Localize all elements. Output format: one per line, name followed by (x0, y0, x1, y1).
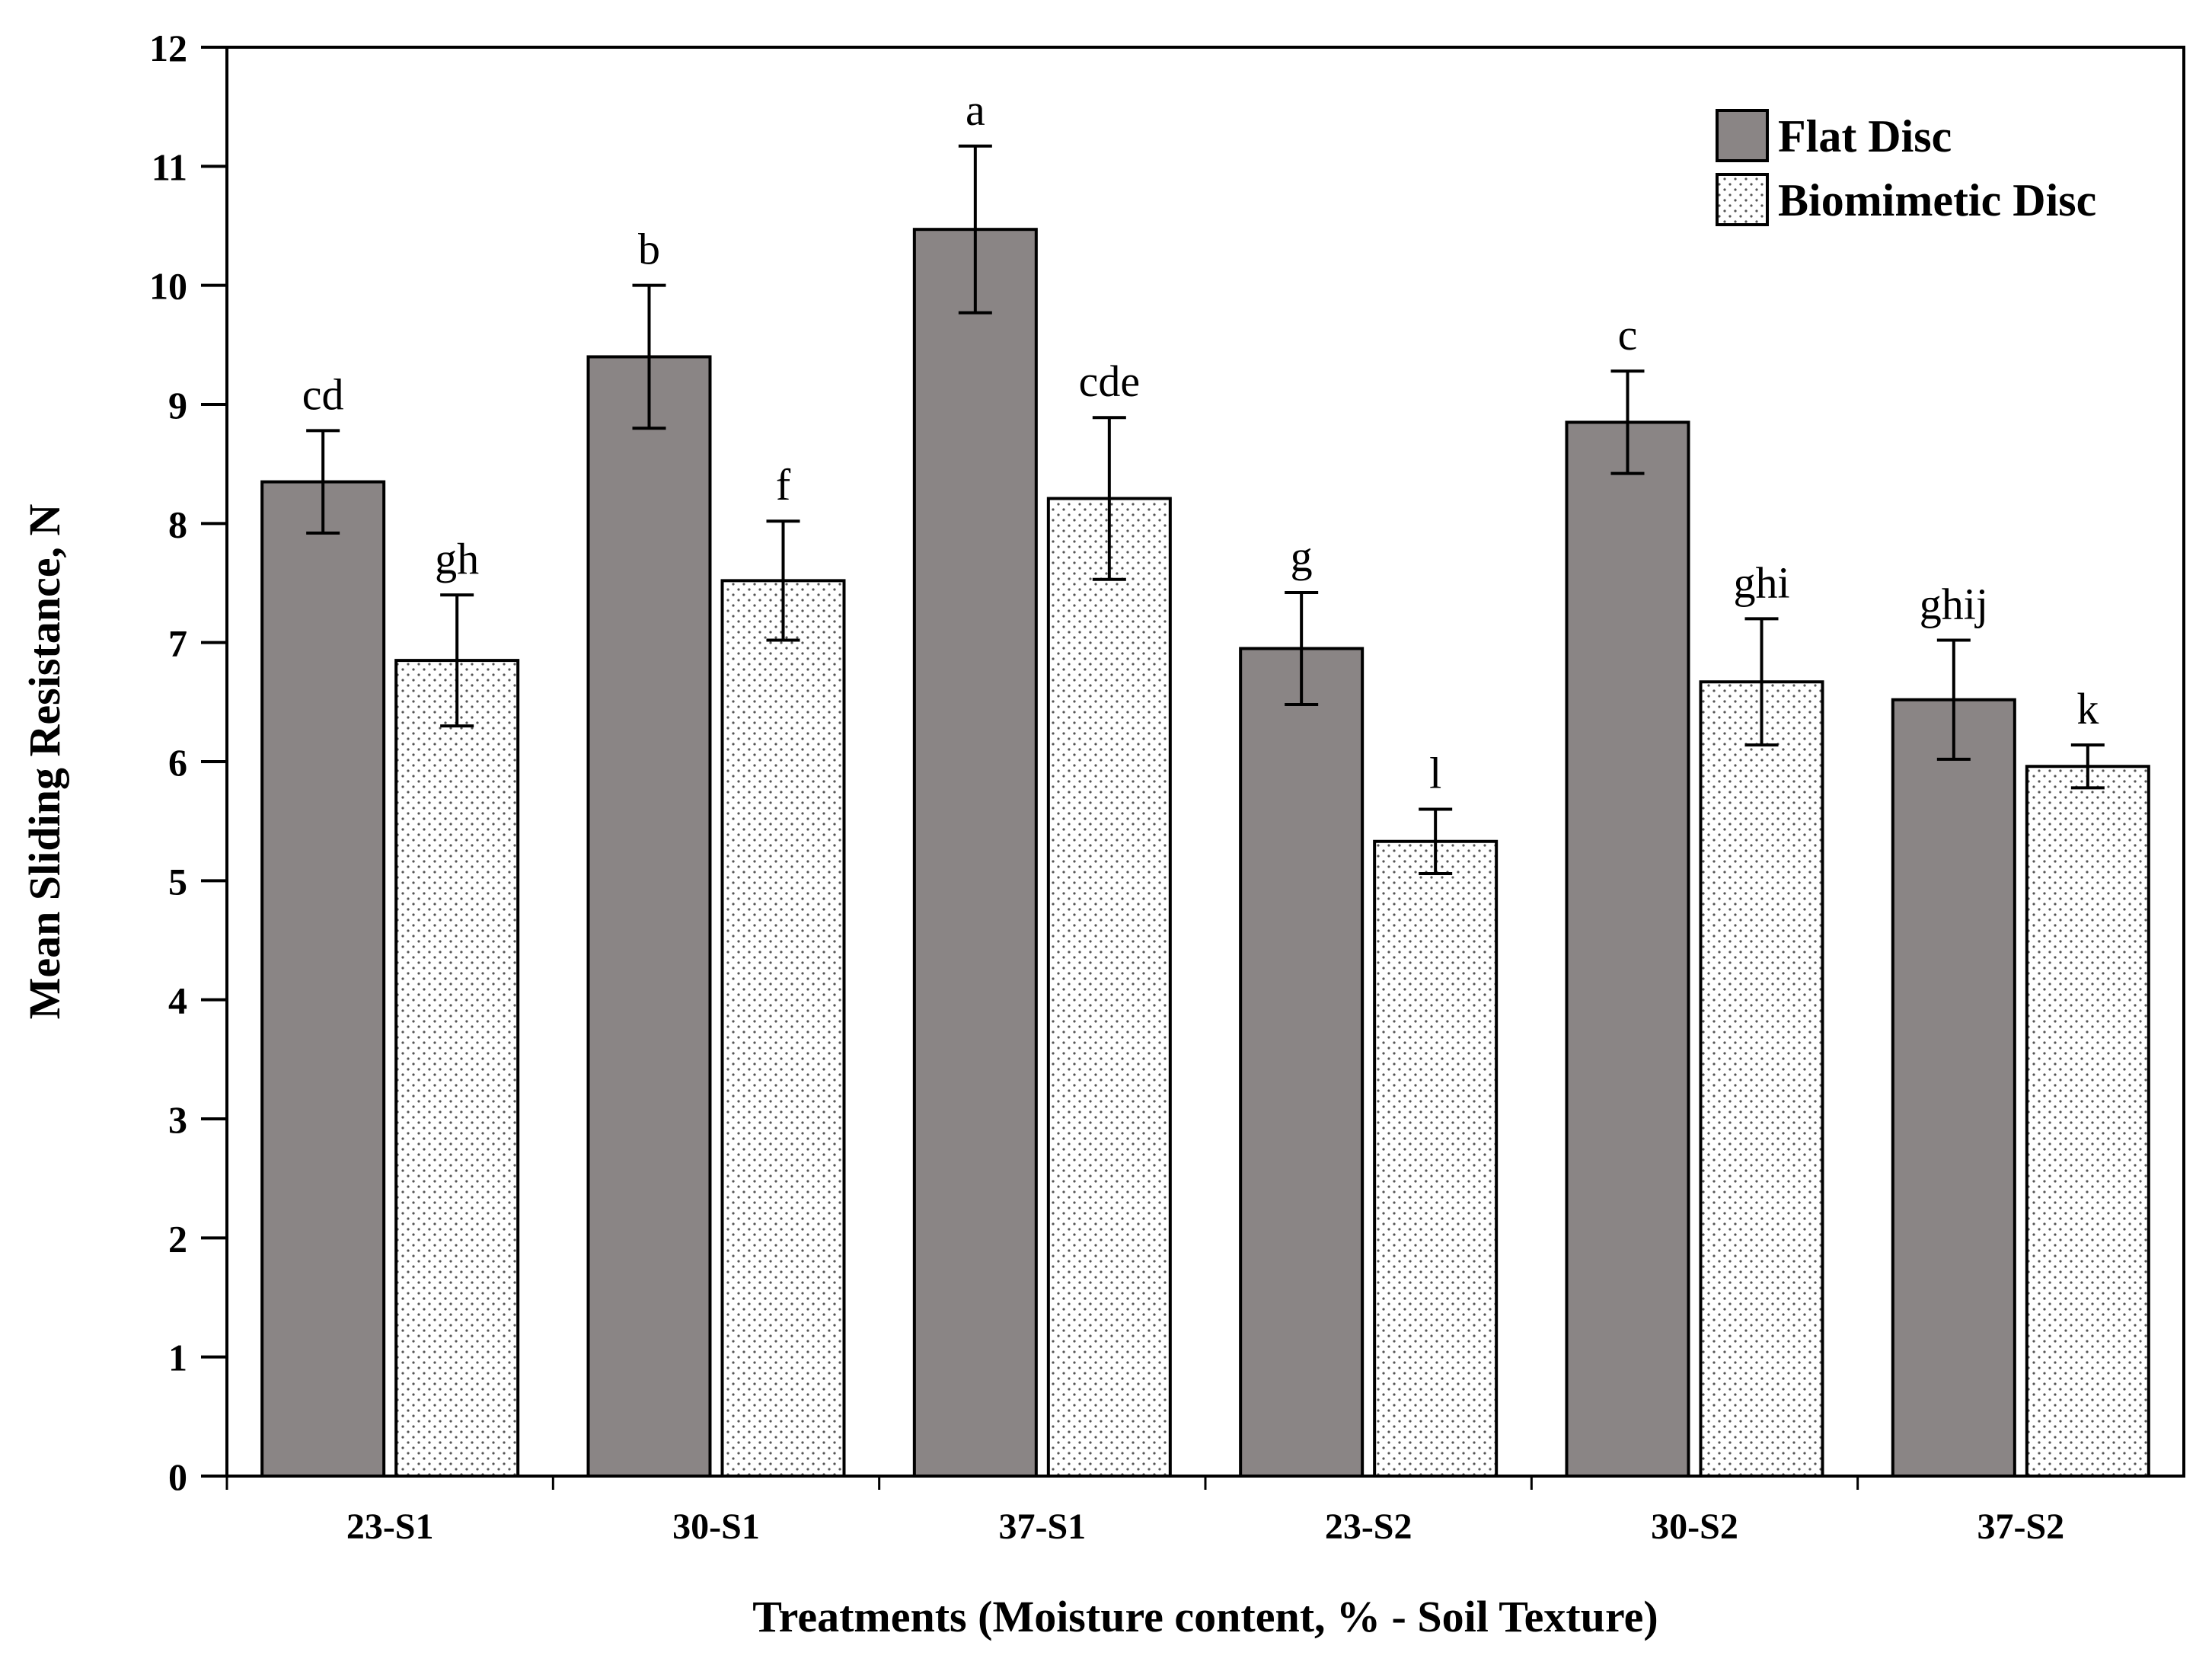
x-tick-label: 23-S2 (1325, 1507, 1412, 1547)
bar-biomimetic-disc (394, 659, 520, 1478)
legend-label-flat-disc: Flat Disc (1778, 111, 1952, 161)
significance-letter: k (2076, 684, 2099, 733)
bar-biomimetic-disc (720, 579, 846, 1478)
x-axis: 23-S1 30-S1 37-S1 23-S2 30-S2 37-S2 (225, 1476, 2064, 1547)
y-axis-title: Mean Sliding Resistance, N (20, 504, 69, 1020)
significance-letter: ghi (1733, 558, 1789, 607)
y-tick-label: 4 (168, 979, 187, 1022)
bar-biomimetic-disc (2025, 765, 2150, 1478)
significance-letter: g (1291, 532, 1313, 581)
significance-letter: ghij (1920, 580, 1988, 629)
bar-biomimetic-disc (1373, 839, 1499, 1478)
x-tick-label: 37-S2 (1977, 1507, 2064, 1547)
y-tick-label: 3 (168, 1098, 187, 1141)
bar-flat-disc (586, 355, 712, 1478)
significance-letter: b (638, 225, 660, 274)
significance-letter: c (1618, 310, 1638, 359)
bar-biomimetic-disc (1046, 497, 1172, 1478)
y-tick-label: 12 (149, 27, 187, 69)
x-tick-label: 30-S2 (1651, 1507, 1738, 1547)
bars: cd gh b f a cde g l c ghi ghij k (260, 85, 2150, 1478)
significance-letter: gh (435, 534, 479, 583)
bar-flat-disc (260, 480, 386, 1478)
y-tick-label: 9 (168, 384, 187, 427)
legend: Flat Disc Biomimetic Disc (1716, 109, 2096, 226)
significance-letter: cd (302, 369, 344, 419)
legend-swatch-flat-disc (1716, 109, 1769, 162)
legend-swatch-biomimetic-disc (1716, 173, 1769, 226)
x-tick-label: 37-S1 (998, 1507, 1086, 1547)
bar-flat-disc (1239, 647, 1365, 1478)
plot-frame (225, 46, 2185, 1478)
y-tick-label: 1 (168, 1337, 187, 1379)
y-tick-label: 8 (168, 503, 187, 545)
y-tick-label: 7 (168, 622, 187, 665)
significance-letter: cde (1079, 356, 1141, 406)
legend-label-biomimetic-disc: Biomimetic Disc (1778, 175, 2096, 225)
significance-letter: l (1429, 749, 1441, 798)
bar-biomimetic-disc (1699, 680, 1824, 1478)
y-tick-label: 6 (168, 741, 187, 784)
y-tick-label: 11 (152, 145, 187, 188)
significance-letter: f (776, 460, 791, 510)
y-tick-label: 10 (149, 265, 187, 308)
x-tick-label: 30-S1 (672, 1507, 760, 1547)
y-tick-label: 0 (168, 1456, 187, 1498)
x-axis-title: Treatments (Moisture content, % - Soil T… (752, 1592, 1658, 1641)
bar-flat-disc (1565, 420, 1690, 1478)
x-tick-label: 23-S1 (346, 1507, 434, 1547)
bar-flat-disc (912, 228, 1038, 1478)
y-tick-label: 2 (168, 1217, 187, 1260)
bar-flat-disc (1891, 698, 2016, 1478)
significance-letter: a (966, 85, 985, 135)
y-tick-label: 5 (168, 860, 187, 903)
